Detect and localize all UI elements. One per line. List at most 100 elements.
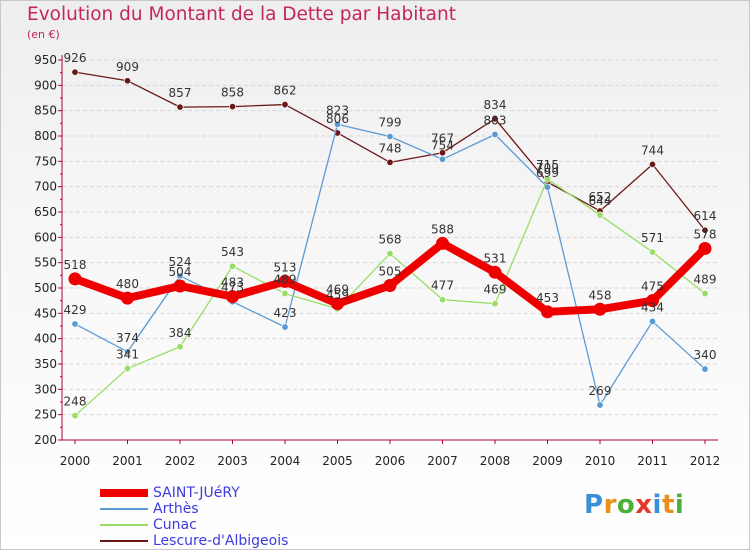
legend-item-saint-juery: SAINT-JUéRY: [100, 485, 360, 501]
y-tick-label: 800: [34, 129, 57, 143]
data-point: [281, 323, 289, 331]
data-point: [648, 317, 656, 325]
data-point: [648, 248, 656, 256]
data-label: 248: [64, 395, 87, 409]
x-tick-label: 2010: [585, 454, 616, 468]
data-label: 384: [169, 326, 192, 340]
data-label: 543: [221, 245, 244, 259]
data-point: [71, 412, 79, 420]
data-label: 477: [431, 279, 454, 293]
x-tick-label: 2006: [375, 454, 406, 468]
data-point: [646, 294, 659, 308]
chart-legend: SAINT-JUéRY Arthès Cunac Lescure-d'Albig…: [100, 485, 360, 549]
logo-letter: r: [603, 490, 617, 520]
data-label: 588: [431, 222, 454, 236]
data-label: 341: [116, 348, 139, 362]
data-label: 748: [379, 141, 402, 155]
data-label: 709: [536, 161, 559, 175]
data-point: [491, 300, 499, 308]
x-tick-label: 2005: [322, 454, 353, 468]
data-label: 269: [589, 384, 612, 398]
data-label: 571: [641, 231, 664, 245]
data-point: [436, 236, 449, 250]
data-label: 429: [64, 303, 87, 317]
legend-item-cunac: Cunac: [100, 517, 360, 533]
logo-letter: i: [674, 490, 685, 520]
data-point: [491, 115, 499, 123]
proxiti-logo: Proxiti: [584, 490, 684, 520]
data-point: [701, 365, 709, 373]
data-label: 524: [169, 255, 192, 269]
data-label: 862: [274, 84, 297, 98]
data-label: 475: [641, 280, 664, 294]
y-tick-label: 750: [34, 154, 57, 168]
data-label: 568: [379, 233, 402, 247]
y-tick-label: 900: [34, 78, 57, 92]
y-tick-label: 350: [34, 357, 57, 371]
legend-item-lescure: Lescure-d'Albigeois: [100, 533, 360, 549]
data-point: [229, 262, 237, 270]
data-label: 473: [221, 281, 244, 295]
logo-letter: i: [652, 490, 662, 520]
data-label: 458: [589, 288, 612, 302]
y-tick-label: 300: [34, 382, 57, 396]
data-label: 483: [221, 276, 244, 290]
data-point: [488, 265, 502, 279]
data-label: 834: [484, 98, 507, 112]
y-tick-label: 650: [34, 205, 57, 219]
legend-label-saint-juery: SAINT-JUéRY: [153, 485, 240, 501]
data-point: [176, 272, 184, 280]
data-point: [333, 120, 341, 128]
data-label: 423: [274, 306, 297, 320]
data-label: 469: [484, 283, 507, 297]
logo-letter: o: [616, 490, 636, 520]
legend-swatch-lescure: [100, 540, 148, 542]
data-label: 926: [64, 51, 87, 65]
y-tick-label: 400: [34, 332, 57, 346]
x-tick-label: 2009: [532, 454, 563, 468]
data-point: [701, 226, 709, 234]
y-tick-label: 600: [34, 230, 57, 244]
data-point: [124, 365, 132, 373]
chart-unit: (en €): [27, 28, 60, 41]
data-label: 513: [274, 260, 297, 274]
y-tick-label: 700: [34, 180, 57, 194]
data-point: [386, 133, 394, 141]
data-point: [278, 274, 292, 288]
y-tick-label: 550: [34, 256, 57, 270]
data-point: [226, 290, 239, 304]
data-point: [68, 272, 82, 286]
logo-letter: P: [584, 490, 604, 520]
data-label: 803: [484, 113, 507, 127]
y-tick-label: 950: [34, 53, 57, 67]
data-label: 715: [536, 158, 559, 172]
data-point: [176, 103, 184, 111]
data-point: [438, 296, 446, 304]
data-point: [124, 77, 132, 85]
x-tick-label: 2002: [165, 454, 196, 468]
data-label: 823: [326, 103, 349, 117]
data-point: [698, 241, 712, 255]
legend-label-cunac: Cunac: [153, 517, 197, 533]
legend-swatch-arthes: [100, 508, 148, 510]
data-point: [229, 103, 237, 111]
y-tick-label: 500: [34, 281, 57, 295]
data-label: 644: [589, 194, 612, 208]
data-label: 754: [431, 138, 454, 152]
data-label: 505: [379, 264, 402, 278]
data-label: 459: [326, 288, 349, 302]
y-tick-label: 450: [34, 306, 57, 320]
data-label: 799: [379, 116, 402, 130]
x-tick-label: 2008: [480, 454, 511, 468]
chart-title: Evolution du Montant de la Dette par Hab…: [27, 4, 456, 25]
data-label: 614: [694, 209, 717, 223]
data-label: 489: [694, 273, 717, 287]
data-label: 374: [116, 331, 139, 345]
data-label: 767: [431, 132, 454, 146]
data-point: [173, 279, 187, 293]
legend-swatch-saint-juery: [100, 489, 148, 497]
legend-label-lescure: Lescure-d'Albigeois: [153, 533, 289, 549]
data-point: [701, 290, 709, 298]
